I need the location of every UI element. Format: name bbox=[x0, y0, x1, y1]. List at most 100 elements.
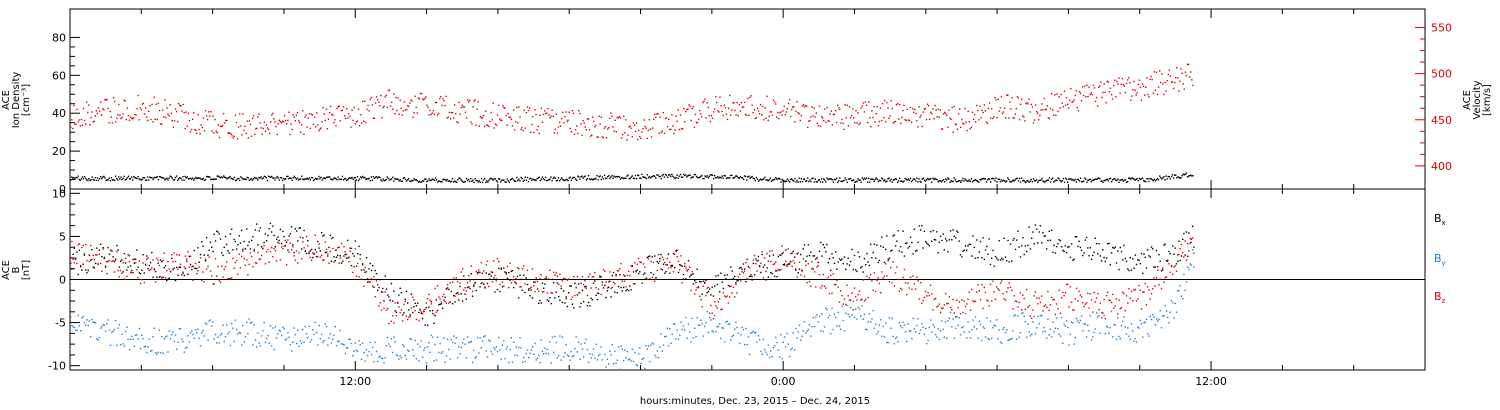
data-point bbox=[81, 246, 83, 249]
data-point bbox=[1159, 310, 1161, 312]
data-point bbox=[755, 263, 757, 265]
data-point bbox=[823, 178, 825, 180]
data-point bbox=[777, 349, 779, 351]
data-point bbox=[889, 180, 891, 182]
data-point bbox=[680, 264, 682, 267]
data-point bbox=[438, 351, 440, 354]
data-point bbox=[399, 99, 401, 101]
data-point bbox=[461, 342, 464, 344]
data-point bbox=[240, 125, 242, 127]
data-point bbox=[530, 131, 532, 133]
data-point bbox=[334, 177, 336, 179]
data-point bbox=[1001, 280, 1003, 282]
data-point bbox=[1033, 180, 1036, 182]
data-point bbox=[206, 118, 209, 121]
data-point bbox=[627, 174, 629, 176]
data-point bbox=[347, 117, 349, 119]
data-point bbox=[408, 316, 410, 319]
data-point bbox=[785, 111, 788, 113]
data-point bbox=[593, 120, 595, 123]
data-point bbox=[608, 127, 610, 129]
data-point bbox=[545, 112, 547, 115]
data-point bbox=[906, 179, 908, 181]
data-point bbox=[212, 321, 214, 323]
data-point bbox=[1108, 178, 1111, 180]
data-point bbox=[329, 105, 332, 108]
data-point bbox=[93, 267, 96, 269]
data-point bbox=[444, 300, 446, 303]
data-point bbox=[1064, 104, 1067, 106]
data-point bbox=[724, 106, 727, 109]
data-point bbox=[1126, 79, 1129, 81]
data-point bbox=[954, 327, 957, 329]
data-point bbox=[520, 286, 522, 288]
data-point bbox=[700, 175, 702, 178]
data-point bbox=[1099, 85, 1101, 87]
data-point bbox=[463, 289, 465, 291]
data-point bbox=[312, 329, 314, 331]
data-point bbox=[758, 265, 761, 267]
data-point bbox=[472, 106, 474, 108]
data-point bbox=[939, 180, 942, 182]
data-point bbox=[673, 176, 675, 179]
data-point bbox=[756, 260, 758, 262]
data-point bbox=[213, 283, 215, 285]
data-point bbox=[355, 121, 357, 123]
data-point bbox=[843, 330, 846, 332]
data-point bbox=[75, 258, 77, 261]
data-point bbox=[197, 247, 199, 249]
data-point bbox=[901, 288, 903, 291]
data-point bbox=[830, 178, 832, 180]
data-point bbox=[141, 269, 143, 271]
data-point bbox=[787, 179, 790, 182]
data-point bbox=[919, 329, 922, 331]
data-point bbox=[71, 119, 73, 121]
data-point bbox=[70, 316, 72, 318]
data-point bbox=[278, 329, 280, 332]
data-point bbox=[652, 343, 655, 345]
data-point bbox=[873, 327, 876, 329]
data-point bbox=[948, 178, 950, 180]
data-point bbox=[433, 313, 435, 315]
data-point bbox=[956, 180, 959, 183]
data-point bbox=[679, 173, 682, 176]
data-point bbox=[706, 102, 708, 104]
data-point bbox=[637, 138, 639, 141]
data-point bbox=[527, 180, 530, 183]
data-point bbox=[849, 177, 852, 180]
data-point bbox=[797, 331, 799, 333]
data-point bbox=[578, 110, 580, 112]
data-point bbox=[146, 352, 148, 354]
data-point bbox=[429, 310, 431, 312]
data-point bbox=[207, 339, 209, 341]
data-point bbox=[710, 304, 712, 307]
data-point bbox=[523, 356, 525, 359]
data-point bbox=[761, 179, 763, 181]
data-point bbox=[244, 125, 246, 127]
x-axis-title: hours:minutes, Dec. 23, 2015 – Dec. 24, … bbox=[640, 396, 870, 407]
data-point bbox=[871, 280, 873, 282]
data-point bbox=[196, 177, 198, 180]
data-point bbox=[626, 288, 628, 291]
data-point bbox=[958, 301, 960, 303]
data-point bbox=[463, 106, 466, 108]
data-point bbox=[164, 336, 167, 338]
data-point bbox=[961, 118, 963, 121]
data-point bbox=[905, 178, 907, 181]
data-point bbox=[1153, 71, 1155, 73]
data-point bbox=[547, 179, 549, 181]
data-point bbox=[669, 128, 671, 131]
data-point bbox=[681, 127, 684, 130]
data-point bbox=[461, 104, 463, 107]
data-point bbox=[1069, 256, 1072, 259]
data-point bbox=[787, 263, 789, 265]
data-point bbox=[654, 354, 656, 356]
data-point bbox=[586, 118, 589, 120]
data-point bbox=[838, 107, 840, 109]
data-point bbox=[712, 111, 715, 113]
data-point bbox=[1073, 180, 1075, 182]
data-point bbox=[556, 179, 559, 181]
data-point bbox=[983, 327, 985, 329]
data-point bbox=[934, 104, 936, 107]
data-point bbox=[1192, 225, 1194, 227]
